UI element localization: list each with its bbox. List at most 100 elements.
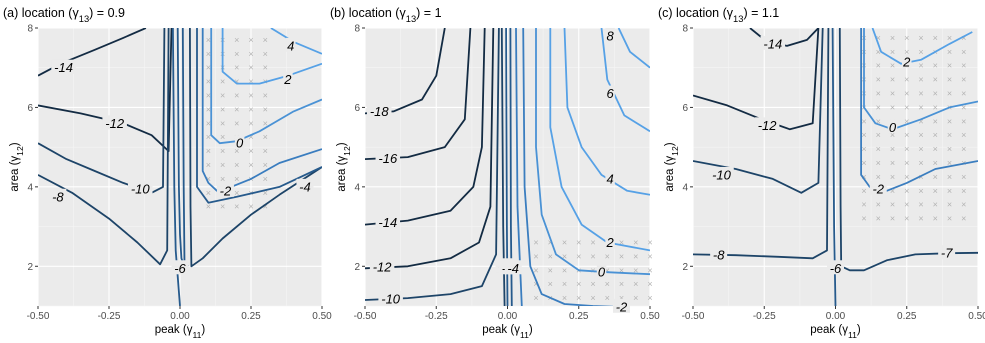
y-axis-label: area (γ12) xyxy=(9,142,25,191)
infeasible-mark: × xyxy=(263,160,268,170)
infeasible-mark: × xyxy=(234,63,239,73)
infeasible-mark: × xyxy=(904,47,909,57)
contour-label: -7 xyxy=(941,246,953,261)
infeasible-mark: × xyxy=(947,200,952,210)
infeasible-mark: × xyxy=(220,77,225,87)
contour-line xyxy=(38,28,166,194)
contour-label-bg xyxy=(216,182,234,197)
contour-line xyxy=(38,28,173,153)
infeasible-mark: × xyxy=(918,200,923,210)
infeasible-mark: × xyxy=(861,172,866,182)
y-tick-label: 4 xyxy=(682,182,688,193)
panel-title: (a) location (γ13) = 0.9 xyxy=(3,6,125,24)
y-tick-label: 6 xyxy=(682,103,688,114)
infeasible-mark: × xyxy=(876,172,881,182)
contour-line xyxy=(860,28,978,192)
panel-title: (c) location (γ13) = 1.1 xyxy=(658,6,779,24)
infeasible-mark: × xyxy=(947,130,952,140)
infeasible-mark: × xyxy=(961,130,966,140)
infeasible-mark: × xyxy=(206,160,211,170)
infeasible-mark: × xyxy=(576,237,581,247)
infeasible-mark: × xyxy=(619,265,624,275)
y-tick-label: 8 xyxy=(27,24,33,35)
infeasible-mark: × xyxy=(263,174,268,184)
infeasible-mark: × xyxy=(206,188,211,198)
infeasible-mark: × xyxy=(933,214,938,224)
infeasible-mark: × xyxy=(206,146,211,156)
contour-label-bg xyxy=(49,188,67,203)
contour-label: -14 xyxy=(763,36,782,51)
infeasible-mark: × xyxy=(933,172,938,182)
infeasible-mark: × xyxy=(904,186,909,196)
infeasible-mark: × xyxy=(918,116,923,126)
contour-label: -6 xyxy=(174,261,186,276)
infeasible-mark: × xyxy=(947,116,952,126)
x-tick-label: -0.25 xyxy=(98,311,121,322)
contour-line xyxy=(500,28,506,306)
x-tick-label: 0.00 xyxy=(826,311,846,322)
infeasible-mark: × xyxy=(961,172,966,182)
infeasible-mark: × xyxy=(590,293,595,303)
infeasible-mark: × xyxy=(876,214,881,224)
contour-label: 0 xyxy=(598,265,606,280)
infeasible-mark: × xyxy=(263,202,268,212)
infeasible-mark: × xyxy=(890,186,895,196)
infeasible-mark: × xyxy=(248,132,253,142)
contour-label-bg xyxy=(709,166,734,181)
infeasible-mark: × xyxy=(647,293,652,303)
infeasible-mark: × xyxy=(633,279,638,289)
infeasible-mark: × xyxy=(890,158,895,168)
infeasible-mark: × xyxy=(576,279,581,289)
infeasible-mark: × xyxy=(890,102,895,112)
contour-label: -2 xyxy=(616,299,628,314)
infeasible-mark: × xyxy=(876,130,881,140)
contour-label-bg xyxy=(234,135,245,150)
infeasible-mark: × xyxy=(961,33,966,43)
contour-label: -16 xyxy=(378,151,398,166)
infeasible-mark: × xyxy=(876,61,881,71)
infeasible-mark: × xyxy=(918,214,923,224)
infeasible-mark: × xyxy=(890,33,895,43)
infeasible-mark: × xyxy=(220,91,225,101)
infeasible-mark: × xyxy=(904,158,909,168)
infeasible-mark: × xyxy=(933,75,938,85)
x-tick-label: -0.50 xyxy=(27,311,50,322)
infeasible-mark: × xyxy=(206,132,211,142)
infeasible-mark: × xyxy=(861,130,866,140)
x-tick-label: 0.25 xyxy=(897,311,917,322)
infeasible-mark: × xyxy=(890,75,895,85)
infeasible-mark: × xyxy=(533,251,538,261)
infeasible-mark: × xyxy=(947,61,952,71)
infeasible-mark: × xyxy=(248,160,253,170)
infeasible-mark: × xyxy=(206,49,211,59)
infeasible-mark: × xyxy=(533,265,538,275)
infeasible-mark: × xyxy=(562,237,567,247)
infeasible-mark: × xyxy=(548,251,553,261)
infeasible-mark: × xyxy=(619,279,624,289)
infeasible-mark: × xyxy=(961,102,966,112)
infeasible-mark: × xyxy=(861,144,866,154)
infeasible-mark: × xyxy=(890,144,895,154)
x-tick-label: 0.25 xyxy=(241,311,261,322)
contour-label: -18 xyxy=(370,104,390,119)
contour-label-bg xyxy=(902,53,912,68)
infeasible-mark: × xyxy=(234,146,239,156)
x-tick-label: 0.25 xyxy=(569,311,589,322)
contour-line xyxy=(196,28,322,204)
infeasible-mark: × xyxy=(548,265,553,275)
infeasible-mark: × xyxy=(904,214,909,224)
infeasible-mark: × xyxy=(947,33,952,43)
contour-line xyxy=(365,28,486,226)
contour-label: 2 xyxy=(283,72,292,87)
infeasible-mark: × xyxy=(220,132,225,142)
infeasible-mark: × xyxy=(918,33,923,43)
infeasible-mark: × xyxy=(633,251,638,261)
infeasible-mark: × xyxy=(533,237,538,247)
contour-label: -4 xyxy=(507,261,519,276)
x-tick-label: -0.25 xyxy=(753,311,776,322)
chart-panel-2: × × × × × × × × × × × × × × × × × × × × × × × × × × × × × × × × × × × × × × × ×… xyxy=(330,6,660,340)
contour-label-bg xyxy=(754,117,780,132)
infeasible-mark: × xyxy=(605,293,610,303)
infeasible-mark: × xyxy=(918,102,923,112)
